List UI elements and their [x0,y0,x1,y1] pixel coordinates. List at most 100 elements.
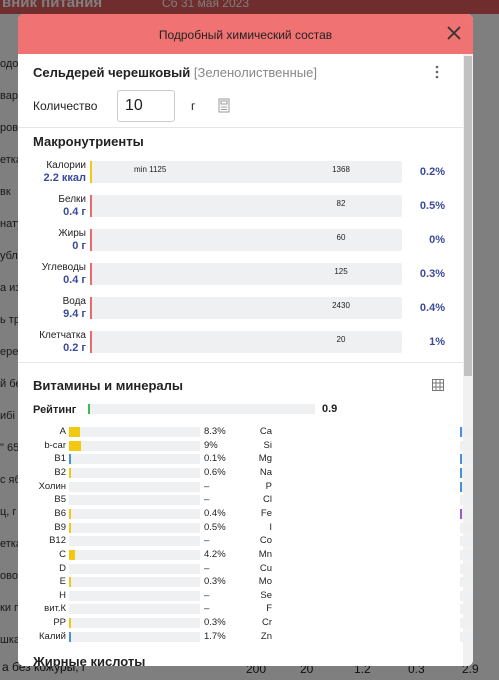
nutrient-name: Ca [259,426,272,437]
nutrient-marker [460,427,462,437]
nutrient-percent: 1.7% [204,630,226,642]
nutrient-name: Si [263,439,272,451]
nutrient-bar [69,604,200,615]
nutrient-name: F [266,603,272,615]
modal: Подробный химический состав Сельдерей че… [18,14,473,666]
nutrient-bar [460,618,473,629]
nutrient-bar [460,508,473,519]
nutrient-marker [69,427,80,437]
macro-bar: 2430 [90,297,402,319]
nutrient-bar [460,454,473,465]
vitamins-title: Витамины и минералы [33,378,183,393]
nutrient-name: Калий [39,630,66,642]
macro-percent: 0.3% [419,268,445,280]
nutrient-name: P [265,480,272,492]
nutrient-bar [69,440,200,451]
divider [18,362,463,363]
nutrient-marker [69,440,81,451]
nutrient-name: Cl [263,494,272,506]
nutrient-marker [69,522,71,533]
nutrient-name: B9 [54,521,66,533]
quantity-unit: г [191,99,196,113]
nutrient-marker [460,467,462,478]
quantity-value: 10 [125,97,143,114]
nutrient-percent: – [204,589,210,601]
fatty-title: Жирные кислоты [33,654,146,666]
nutrient-name: b-car [44,439,66,451]
nutrient-marker [69,467,71,478]
nutrient-bar [69,536,200,547]
macro-name: Белки [58,194,86,205]
nutrient-name: вит.К [44,603,66,615]
nutrient-bar [69,481,200,492]
nutrient-bar [460,563,473,574]
nutrient-marker [69,508,71,519]
product-name-text: Сельдерей черешковый [33,65,191,80]
nutrient-name: PP [53,617,66,629]
macro-percent: 0.5% [419,200,445,212]
nutrient-bar [460,536,473,547]
nutrient-bar [460,577,473,588]
macro-percent: 1% [429,336,445,348]
nutrient-name: Mo [258,576,272,588]
nutrient-name: Cr [261,617,272,629]
nutrient-bar [460,467,473,478]
menu-button[interactable] [434,64,440,80]
nutrient-name: Fe [260,507,272,519]
modal-title: Подробный химический состав [158,28,333,42]
nutrient-percent: – [204,562,210,574]
macro-marker [90,195,92,217]
macro-name: Клетчатка [39,330,86,341]
product-name: Сельдерей черешковый [Зеленолиственные] [33,65,317,80]
nutrient-name: Zn [260,630,272,642]
macros-title: Макронутриенты [33,134,144,149]
scrollbar-thumb[interactable] [464,56,472,376]
nutrient-percent: 0.3% [204,617,226,629]
nutrient-marker [460,508,462,519]
nutrient-bar [69,427,200,437]
nutrient-marker [69,631,72,642]
nutrient-name: A [59,426,66,437]
nutrient-bar [460,604,473,615]
quantity-input[interactable]: 10 [117,90,175,122]
macro-value: 0.2 г [63,342,86,354]
nutrient-bar [460,590,473,601]
nutrient-bar [460,481,473,492]
close-button[interactable] [446,25,462,41]
nutrient-bar [69,454,200,465]
table-icon[interactable] [432,379,444,391]
nutrient-marker [460,481,462,492]
nutrient-name: Холин [38,480,66,492]
macro-name: Углеводы [41,262,86,273]
nutrient-bar [460,440,473,451]
nutrient-name: Se [260,589,272,601]
nutrient-percent: 0.3% [204,576,226,588]
nutrient-percent: 8.3% [204,426,226,437]
rating-value: 0.9 [322,403,338,415]
nutrient-percent: – [204,535,210,547]
macro-marker [90,331,92,353]
rating-label: Рейтинг [33,404,77,416]
nutrient-name: Na [259,466,272,478]
macro-min: min 1125 [134,165,167,174]
nutrient-name: B5 [54,494,66,506]
nutrient-bar [460,522,473,533]
nutrient-name: I [269,521,272,533]
nutrient-name: D [59,562,66,574]
nutrient-bar [69,549,200,560]
calculator-icon[interactable] [218,98,230,113]
product-group: [Зеленолиственные] [193,65,317,80]
macro-value: 0 г [72,240,86,252]
nutrient-percent: 0.4% [204,507,226,519]
macro-marker [90,161,92,183]
macro-bar: 125 [90,263,402,285]
nutrient-bar [460,631,473,642]
divider [18,127,463,128]
macro-name: Жиры [58,228,86,239]
nutrient-name: C [59,548,66,560]
nutrient-marker [69,577,71,588]
nutrient-bar [460,495,473,506]
nutrient-name: Mn [258,548,272,560]
nutrient-name: B12 [49,535,66,547]
nutrient-bar [460,427,473,437]
